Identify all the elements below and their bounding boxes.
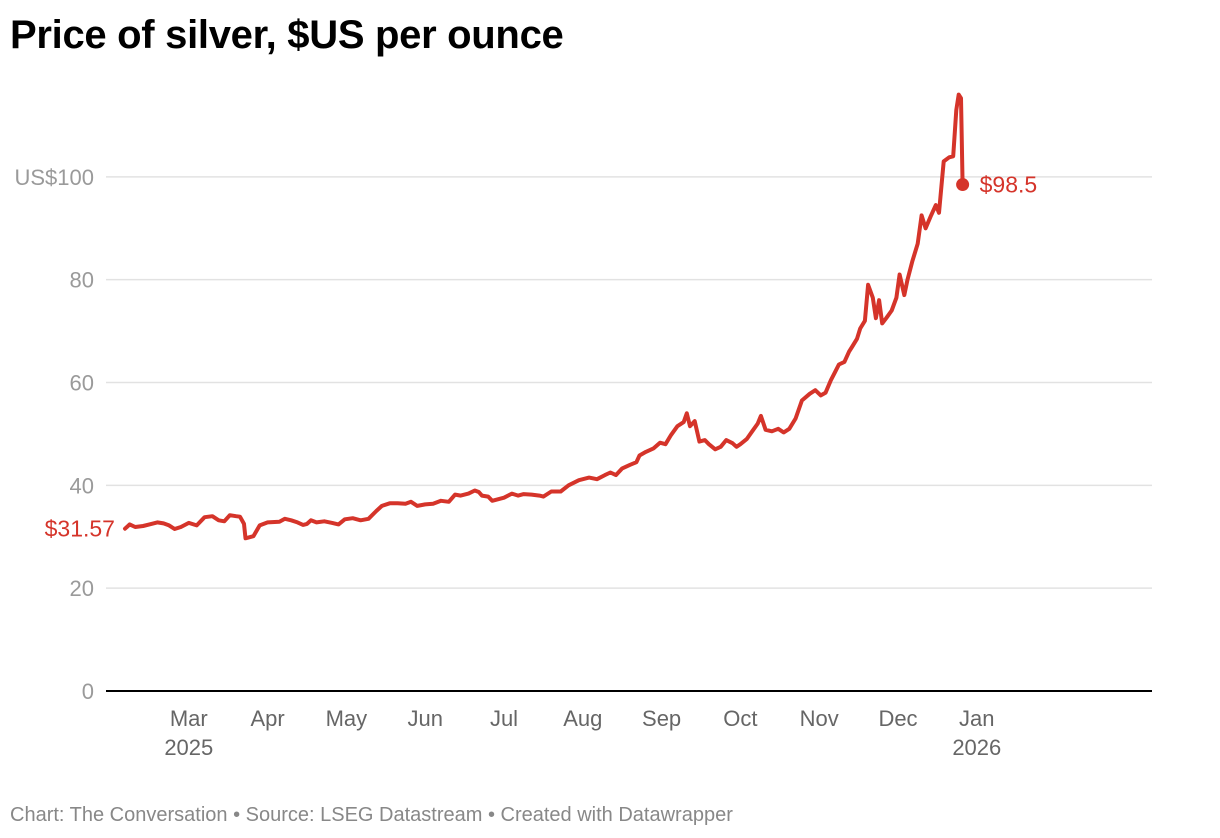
x-axis-ticks: Mar 2025 Apr May Jun Jul Aug Sep Oct Nov Dec Jan 202… — [164, 706, 1001, 760]
x-tick-label: Jun — [407, 706, 442, 731]
y-tick-label: 80 — [70, 268, 94, 293]
chart-title: Price of silver, $US per ounce — [10, 13, 564, 57]
line-chart: 0 20 40 60 80 US$100 Mar 2025 Apr May Jun Jul Aug Se… — [14, 92, 1152, 760]
x-tick-label: Sep — [642, 706, 681, 731]
x-tick-label: Dec — [878, 706, 917, 731]
x-tick-label: Apr — [250, 706, 284, 731]
y-tick-label: 60 — [70, 371, 94, 396]
start-value-label: $31.57 — [45, 516, 115, 542]
x-tick-label: Jan — [959, 706, 994, 731]
x-tick-label: Aug — [563, 706, 602, 731]
x-tick-year-label: 2025 — [164, 735, 213, 760]
x-tick-label: May — [326, 706, 368, 731]
chart-footer: Chart: The Conversation • Source: LSEG D… — [10, 804, 733, 826]
y-tick-label: 20 — [70, 576, 94, 601]
x-tick-label: Mar — [170, 706, 208, 731]
x-tick-label: Jul — [490, 706, 518, 731]
silver-price-line — [123, 92, 965, 541]
end-point-marker — [956, 178, 970, 192]
gridlines — [106, 176, 1152, 589]
y-tick-label: US$100 — [14, 165, 94, 190]
x-tick-label: Oct — [723, 706, 757, 731]
y-tick-label: 0 — [82, 679, 94, 704]
x-tick-year-label: 2026 — [952, 735, 1001, 760]
end-value-label: $98.5 — [980, 172, 1038, 198]
y-axis-ticks: 0 20 40 60 80 US$100 — [14, 165, 94, 704]
y-tick-label: 40 — [70, 473, 94, 498]
x-tick-label: Nov — [800, 706, 839, 731]
